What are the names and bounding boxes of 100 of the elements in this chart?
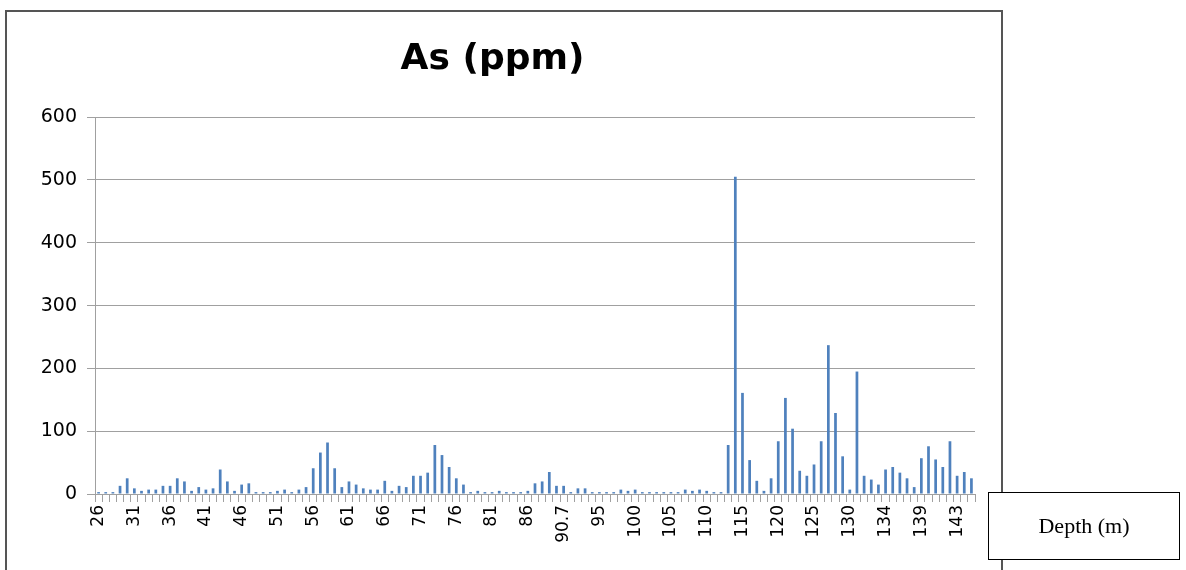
bar [526,490,530,494]
bar [218,469,222,494]
x-tick-label: 86 [516,505,537,527]
bar [140,490,143,494]
x-axis-title: Depth (m) [988,492,1180,560]
x-tick-label: 125 [802,505,823,538]
x-tick-label: 115 [730,505,751,538]
x-tick-label: 36 [158,505,179,527]
bar [419,475,422,494]
bar [447,467,451,494]
x-tick-label: 110 [695,505,716,538]
y-tick-label: 400 [40,229,77,252]
bar [691,490,694,494]
bar [226,481,229,494]
bar [741,392,744,494]
y-tick-label: 300 [40,292,77,315]
bar [726,445,730,494]
bar [826,345,830,494]
bar [426,472,430,494]
bar [698,489,701,494]
bar [540,481,544,494]
x-tick-label: 81 [480,505,501,527]
x-tick-label: 26 [87,505,107,527]
bar [884,469,887,494]
bar [970,478,973,494]
bar [197,487,201,494]
bar [941,467,945,494]
bar [154,489,158,494]
bar [562,485,565,494]
bar [433,445,437,494]
x-tick-label: 105 [659,505,680,538]
bar [748,460,751,494]
x-tick-label: 90.7 [552,505,573,543]
y-tick-label: 500 [40,166,77,189]
bar [361,488,365,494]
bar [183,481,186,494]
bar [497,490,501,494]
x-tick-label: 66 [373,505,394,527]
bar [132,488,136,494]
bar [912,487,916,494]
y-tick-label: 600 [40,104,77,127]
x-tick-label: 130 [838,505,859,538]
bar [326,442,329,494]
bar [819,441,823,494]
bar [283,489,286,494]
bar [454,478,458,494]
x-tick-label: 134 [873,505,894,538]
bar [798,470,802,494]
bar [462,484,465,494]
bar [841,456,844,494]
bar [784,397,787,494]
bar [633,489,637,494]
bar [319,452,322,494]
x-tick-label: 56 [301,505,322,527]
bar [383,480,387,494]
x-tick-label: 71 [408,505,429,527]
x-tick-label: 76 [444,505,465,527]
bar [369,489,372,494]
bar [340,487,344,494]
y-tick-label: 200 [40,355,77,378]
bar [755,480,759,494]
x-tick-label: 61 [337,505,358,527]
bar [791,428,794,494]
bar [276,490,279,494]
bar [877,484,880,494]
chart-title: As (ppm) [400,35,585,77]
x-tick-label: 31 [122,505,143,527]
x-tick-label: 41 [194,505,215,527]
bar [125,478,129,494]
bar [555,485,558,494]
bar [175,478,179,494]
bar [962,472,966,494]
bar [404,487,408,494]
bar [934,459,938,494]
x-tick-label: 100 [623,505,644,538]
bar [776,441,780,494]
bar [891,467,895,494]
y-tick-label: 100 [40,418,77,441]
x-tick-label: 95 [587,505,608,527]
bar [927,446,930,494]
bar [376,489,379,494]
y-tick-label: 0 [64,480,77,503]
bar [333,468,337,494]
x-tick-label: 51 [265,505,286,527]
bar [190,490,193,494]
bar [476,490,480,494]
bar [547,472,551,494]
x-tick-label: 120 [766,505,787,538]
bar [311,468,315,494]
bar [919,458,923,494]
bar [619,489,623,494]
bar [848,489,852,494]
bar [240,484,244,494]
bar [412,475,415,494]
bar [834,412,837,494]
x-tick-label: 139 [909,505,930,538]
bar [247,483,251,494]
x-tick-label: 46 [230,505,251,527]
x-tick-label: 143 [945,505,966,538]
bar [233,490,236,494]
